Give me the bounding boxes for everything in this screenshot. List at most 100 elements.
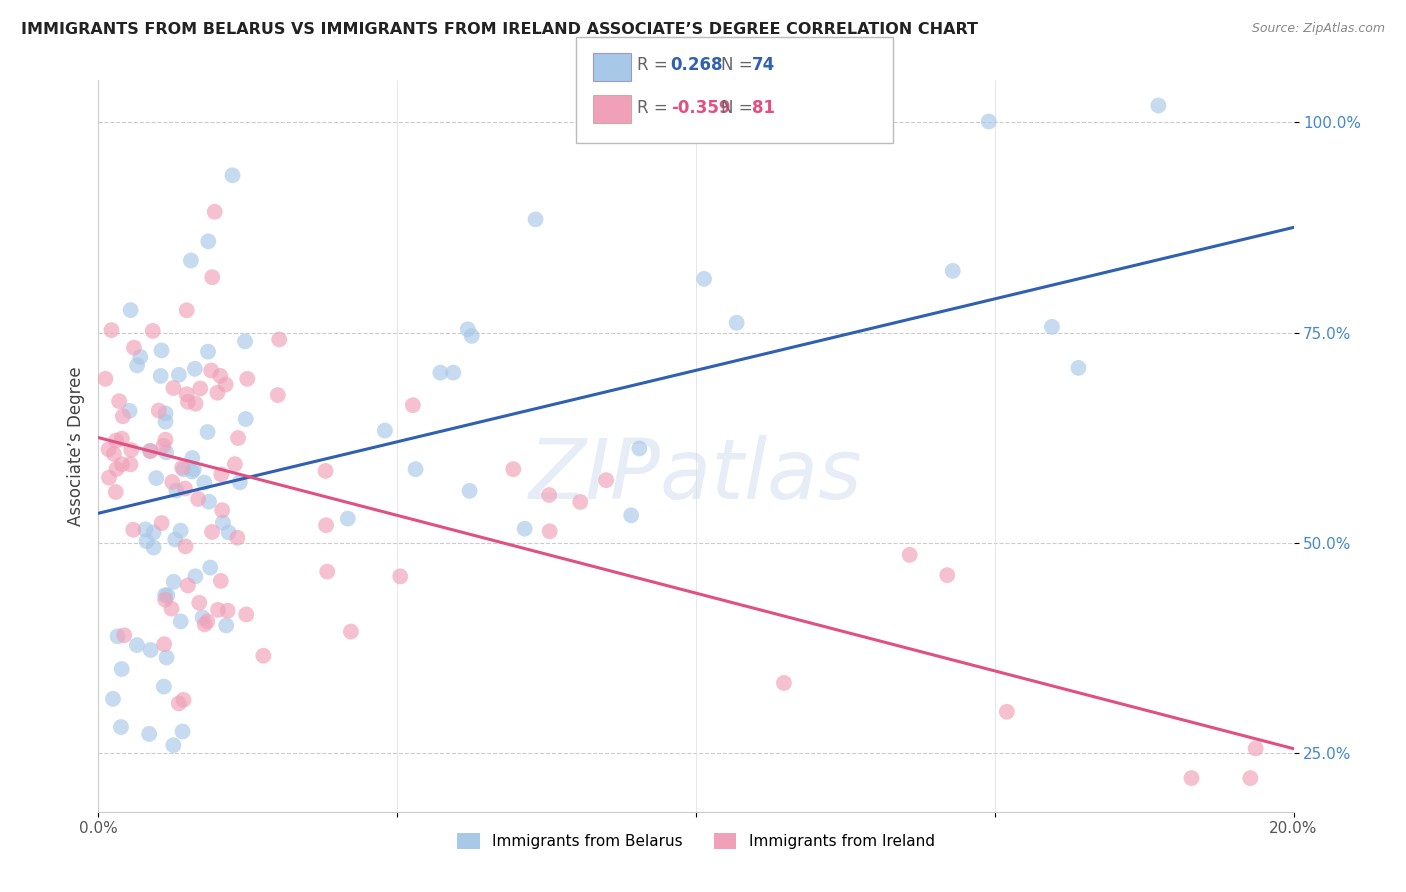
Point bbox=[1040, 319, 1063, 334]
Point bbox=[165, 533, 187, 547]
Point bbox=[198, 494, 221, 508]
Point bbox=[193, 475, 215, 490]
Point bbox=[174, 482, 197, 496]
Point bbox=[176, 303, 198, 318]
Point bbox=[224, 457, 246, 471]
Point bbox=[188, 596, 211, 610]
Point bbox=[150, 516, 173, 530]
Point bbox=[98, 470, 121, 484]
Point bbox=[129, 350, 152, 364]
Point bbox=[461, 329, 484, 343]
Point bbox=[628, 442, 651, 456]
Point bbox=[111, 458, 134, 472]
Point bbox=[226, 431, 249, 445]
Point bbox=[942, 264, 965, 278]
Text: 81: 81 bbox=[752, 99, 775, 117]
Point bbox=[184, 397, 207, 411]
Point bbox=[429, 366, 451, 380]
Text: N =: N = bbox=[721, 99, 758, 117]
Point bbox=[267, 388, 290, 402]
Point bbox=[155, 433, 177, 447]
Text: Source: ZipAtlas.com: Source: ZipAtlas.com bbox=[1251, 22, 1385, 36]
Point bbox=[172, 460, 194, 475]
Point bbox=[153, 680, 176, 694]
Point bbox=[405, 462, 427, 476]
Point bbox=[105, 434, 128, 448]
Point bbox=[1067, 360, 1090, 375]
Point bbox=[108, 394, 131, 409]
Text: R =: R = bbox=[637, 99, 673, 117]
Point bbox=[995, 705, 1018, 719]
Y-axis label: Associate’s Degree: Associate’s Degree bbox=[66, 367, 84, 525]
Point bbox=[142, 541, 165, 555]
Point bbox=[207, 385, 229, 400]
Text: 0.268: 0.268 bbox=[671, 56, 723, 74]
Point bbox=[595, 473, 617, 487]
Point bbox=[162, 738, 184, 752]
Point bbox=[176, 387, 198, 401]
Text: 74: 74 bbox=[752, 56, 776, 74]
Point bbox=[221, 169, 243, 183]
Point bbox=[105, 462, 128, 476]
Point bbox=[101, 691, 124, 706]
Point bbox=[513, 522, 536, 536]
Point bbox=[340, 624, 363, 639]
Point bbox=[174, 539, 197, 553]
Point bbox=[135, 534, 157, 549]
Point bbox=[173, 693, 195, 707]
Point bbox=[181, 450, 204, 465]
Point bbox=[209, 574, 232, 588]
Point bbox=[188, 382, 211, 396]
Point bbox=[120, 442, 142, 457]
Point bbox=[167, 697, 190, 711]
Point bbox=[162, 381, 184, 395]
Text: ZIPatlas: ZIPatlas bbox=[529, 434, 863, 516]
Point bbox=[898, 548, 921, 562]
Point bbox=[100, 323, 122, 337]
Point bbox=[112, 628, 135, 642]
Point bbox=[209, 368, 232, 383]
Point bbox=[194, 617, 217, 632]
Point bbox=[201, 270, 224, 285]
Point bbox=[197, 235, 219, 249]
Point bbox=[538, 524, 561, 539]
Point bbox=[693, 272, 716, 286]
Point bbox=[122, 341, 145, 355]
Point bbox=[120, 303, 142, 318]
Point bbox=[142, 324, 165, 338]
Text: -0.359: -0.359 bbox=[671, 99, 730, 117]
Point bbox=[200, 560, 222, 574]
Point bbox=[936, 568, 959, 582]
Point bbox=[120, 458, 142, 472]
Point bbox=[233, 334, 256, 349]
Point bbox=[181, 465, 204, 479]
Point bbox=[336, 511, 359, 525]
Point bbox=[316, 565, 339, 579]
Point bbox=[169, 524, 191, 538]
Point bbox=[197, 425, 219, 439]
Point bbox=[155, 592, 177, 607]
Point bbox=[620, 508, 643, 523]
Text: IMMIGRANTS FROM BELARUS VS IMMIGRANTS FROM IRELAND ASSOCIATE’S DEGREE CORRELATIO: IMMIGRANTS FROM BELARUS VS IMMIGRANTS FR… bbox=[21, 22, 979, 37]
Point bbox=[214, 377, 236, 392]
Point bbox=[160, 475, 183, 489]
Point bbox=[538, 488, 561, 502]
Point bbox=[118, 404, 141, 418]
Point bbox=[252, 648, 274, 663]
Point bbox=[207, 603, 229, 617]
Point bbox=[1244, 741, 1267, 756]
Point bbox=[211, 503, 233, 517]
Point bbox=[269, 333, 291, 347]
Point bbox=[1147, 98, 1170, 112]
Point bbox=[153, 637, 176, 651]
Point bbox=[218, 525, 240, 540]
Point bbox=[155, 650, 177, 665]
Point bbox=[204, 204, 226, 219]
Point bbox=[725, 316, 748, 330]
Point bbox=[169, 615, 191, 629]
Text: N =: N = bbox=[721, 56, 758, 74]
Point bbox=[153, 588, 176, 602]
Point bbox=[1239, 771, 1261, 785]
Point bbox=[167, 368, 190, 382]
Point bbox=[172, 462, 194, 476]
